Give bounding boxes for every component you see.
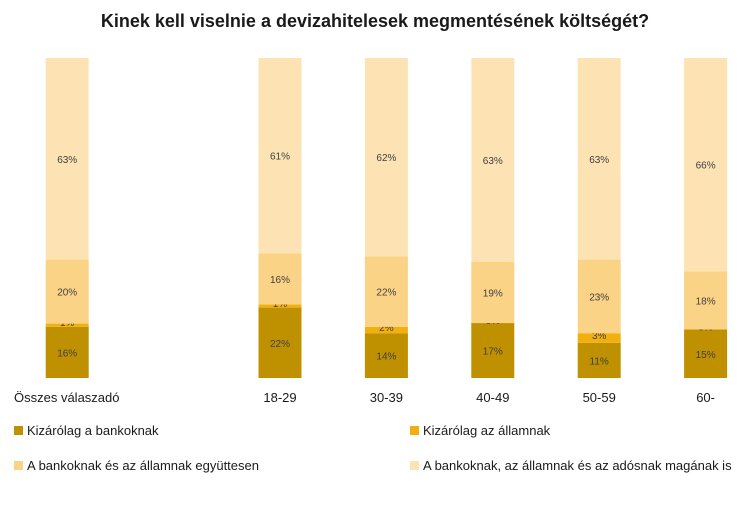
bar-segment-40-49-4 [471,58,515,262]
x-tick-label-40-49: 40-49 [476,390,509,405]
data-label-osszes-valaszado-2: 1% [60,318,75,329]
x-tick-label-60: 60- [696,390,715,405]
x-tick-label-50-59: 50-59 [583,390,616,405]
bar-segment-18-29-4 [258,58,302,254]
bar-segment-30-39-4 [364,58,408,257]
bar-segment-40-49-3 [471,261,515,324]
data-label-50-59-1: 11% [590,356,609,367]
legend-label-3: A bankoknak és az államnak együttesen [27,458,259,473]
bar-segment-osszes-valaszado-1 [45,326,89,378]
data-label-18-29-3: 16% [270,275,290,286]
bar-segment-60-4 [684,58,728,272]
data-label-30-39-3: 22% [376,288,396,299]
x-tick-label-osszes-valaszado: Összes válaszadó [14,390,120,405]
data-label-30-39-4: 62% [376,153,396,164]
legend-label-4: A bankoknak, az államnak és az adósnak m… [423,458,732,473]
legend-swatch-3 [14,461,23,470]
data-label-osszes-valaszado-4: 63% [57,155,77,166]
legend-label-2: Kizárólag az államnak [423,423,551,438]
bar-segment-30-39-1 [364,333,408,378]
chart-title: Kinek kell viselnie a devizahitelesek me… [101,11,649,31]
bar-segment-50-59-4 [577,58,621,260]
bar-segment-50-59-2 [577,333,621,343]
legend-swatch-4 [410,461,419,470]
x-tick-label-30-39: 30-39 [370,390,403,405]
bar-segment-18-29-1 [258,307,302,378]
legend-label-1: Kizárólag a bankoknak [27,423,159,438]
x-tick-label-18-29: 18-29 [263,390,296,405]
x-axis-labels: Összes válaszadó 18-29 30-39 40-49 50-59 60- [14,390,715,405]
data-label-18-29-4: 61% [270,152,290,163]
data-label-50-59-4: 63% [589,155,609,166]
legend-swatch-1 [14,426,23,435]
legend: Kizárólag a bankoknak Kizárólag az államn… [14,423,732,473]
bar-segment-30-39-2 [364,326,408,334]
data-label-60-4: 66% [696,161,716,172]
bar-segment-osszes-valaszado-2 [45,323,89,327]
data-label-osszes-valaszado-3: 20% [57,288,77,299]
data-label-osszes-valaszado-1: 16% [57,348,77,359]
bar-segment-60-1 [684,329,728,378]
bar-segment-18-29-2 [258,304,302,308]
data-label-60-3: 18% [696,296,716,307]
data-label-60-1: 15% [696,350,716,361]
data-label-18-29-2: 1% [273,299,288,310]
bars-group: 16%1%20%63%22%1%16%61%14%2%22%62%17%0%19… [45,58,728,378]
bar-segment-osszes-valaszado-3 [45,259,89,324]
bar-segment-18-29-3 [258,253,302,305]
legend-swatch-2 [410,426,419,435]
data-label-18-29-1: 22% [270,339,290,350]
bar-segment-40-49-1 [471,323,515,378]
data-label-30-39-1: 14% [376,352,396,363]
bar-segment-osszes-valaszado-4 [45,58,89,260]
data-label-40-49-1: 17% [483,347,503,358]
data-label-50-59-3: 23% [589,292,609,303]
bar-segment-30-39-3 [364,256,408,327]
data-label-40-49-4: 63% [483,156,503,167]
data-label-40-49-3: 19% [483,288,503,299]
data-label-50-59-2: 3% [592,331,607,342]
bar-segment-50-59-3 [577,259,621,334]
data-label-30-39-2: 2% [379,323,394,334]
bar-segment-50-59-1 [577,342,621,378]
bar-segment-60-3 [684,271,728,330]
